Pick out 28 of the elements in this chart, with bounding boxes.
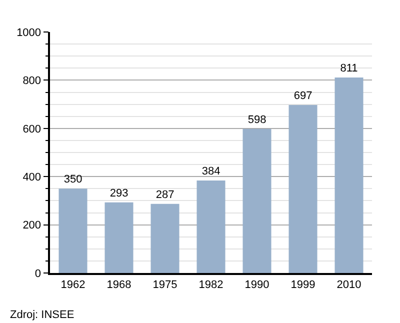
y-tick-label: 1000	[16, 26, 42, 39]
y-tick-label: 600	[22, 123, 42, 136]
x-tick-label: 2010	[336, 278, 362, 291]
x-tick-label: 1999	[290, 278, 316, 291]
data-label: 293	[110, 187, 128, 200]
bar	[196, 180, 226, 273]
data-label: 598	[248, 114, 266, 126]
bar	[288, 105, 318, 273]
data-label: 811	[340, 62, 358, 75]
bar	[104, 202, 134, 273]
y-tick-label: 200	[22, 220, 42, 232]
y-tick-label: 400	[22, 171, 42, 184]
data-label: 350	[64, 174, 82, 186]
data-label: 287	[156, 188, 174, 201]
y-tick-label: 800	[22, 75, 42, 88]
bar	[58, 188, 88, 273]
data-label: 697	[294, 90, 312, 102]
x-tick-label: 1968	[106, 278, 132, 291]
bar	[334, 78, 364, 273]
x-tick-label: 1975	[152, 278, 178, 291]
y-tick-label: 0	[34, 268, 42, 280]
data-label: 384	[202, 165, 220, 178]
text: Zdroj: INSEE	[10, 309, 74, 321]
x-tick-label: 1990	[244, 278, 270, 291]
x-tick-label: 1962	[60, 278, 86, 291]
bar	[242, 128, 272, 273]
x-tick-label: 1982	[198, 278, 224, 291]
bar	[150, 204, 180, 273]
